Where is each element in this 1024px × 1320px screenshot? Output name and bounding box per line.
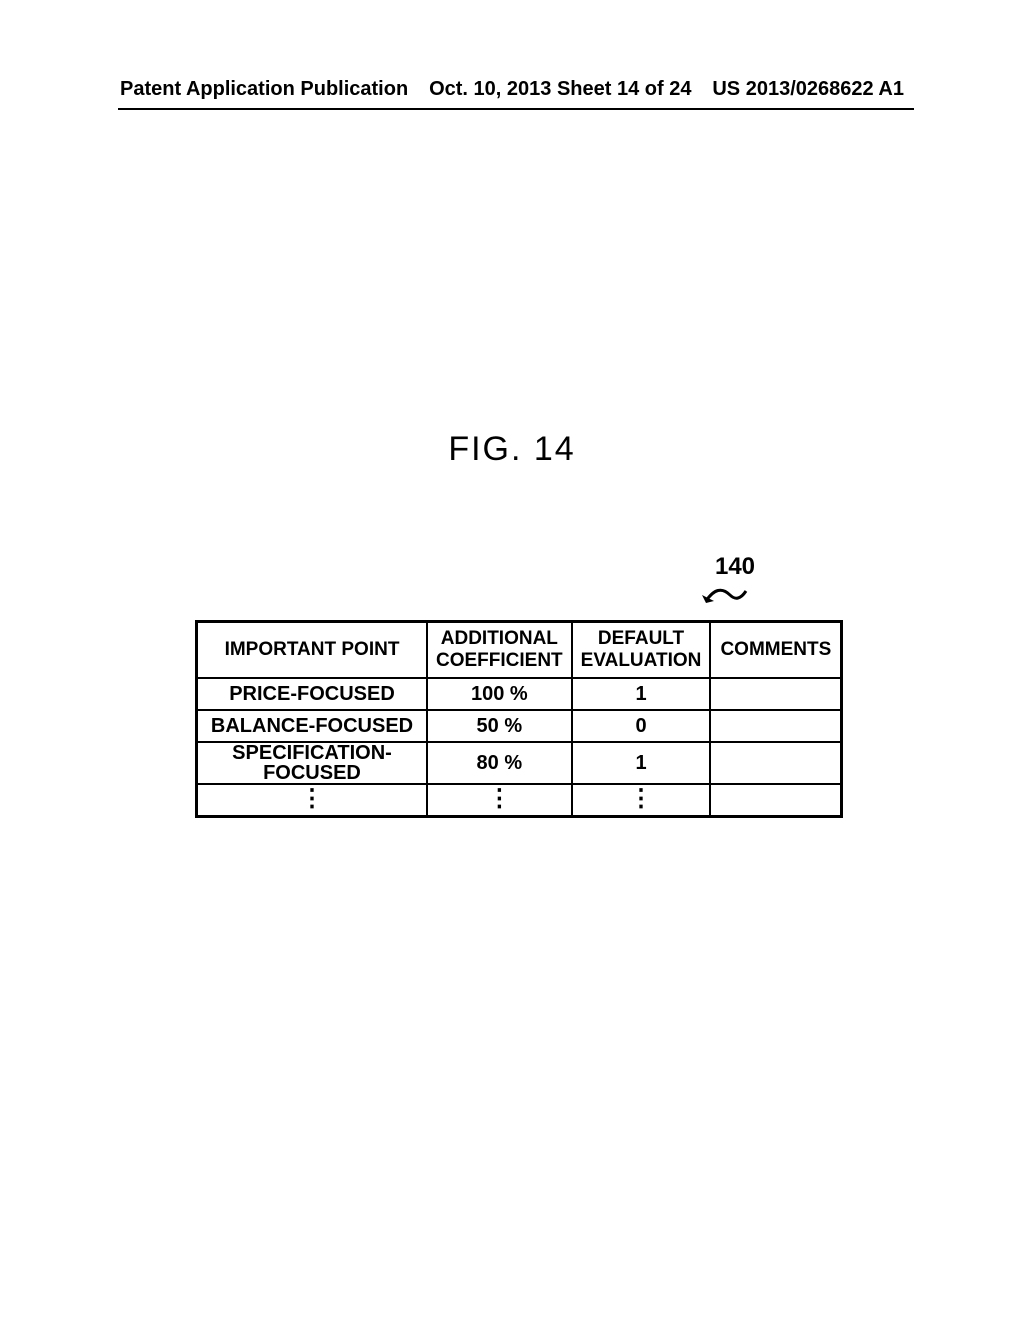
reference-number: 140 — [700, 555, 770, 579]
header-center: Oct. 10, 2013 Sheet 14 of 24 — [429, 78, 691, 101]
cell-additional-coefficient: 50 % — [427, 710, 572, 742]
table-row: SPECIFICATION-FOCUSED 80 % 1 — [197, 742, 842, 784]
cell-additional-coefficient: 80 % — [427, 742, 572, 784]
cell-ellipsis: ⋮ — [572, 784, 711, 817]
table-header-row: IMPORTANT POINT ADDITIONALCOEFFICIENT DE… — [197, 622, 842, 679]
table-row: PRICE-FOCUSED 100 % 1 — [197, 678, 842, 710]
page-header: Patent Application Publication Oct. 10, … — [0, 78, 1024, 101]
data-table-wrap: IMPORTANT POINT ADDITIONALCOEFFICIENT DE… — [195, 620, 843, 818]
cell-comments — [710, 710, 842, 742]
col-header-default-evaluation: DEFAULTEVALUATION — [572, 622, 711, 679]
reference-numeral: 140 — [700, 555, 770, 607]
cell-important-point: SPECIFICATION-FOCUSED — [197, 742, 428, 784]
header-right: US 2013/0268622 A1 — [712, 78, 904, 101]
cell-ellipsis: ⋮ — [197, 784, 428, 817]
cell-ellipsis: ⋮ — [427, 784, 572, 817]
cell-ellipsis — [710, 784, 842, 817]
cell-important-point: PRICE-FOCUSED — [197, 678, 428, 710]
col-header-additional-coefficient: ADDITIONALCOEFFICIENT — [427, 622, 572, 679]
data-table: IMPORTANT POINT ADDITIONALCOEFFICIENT DE… — [195, 620, 843, 818]
col-header-important-point: IMPORTANT POINT — [197, 622, 428, 679]
table-row-ellipsis: ⋮ ⋮ ⋮ — [197, 784, 842, 817]
reference-arrow-icon — [700, 581, 750, 607]
cell-comments — [710, 678, 842, 710]
cell-default-evaluation: 1 — [572, 678, 711, 710]
table-row: BALANCE-FOCUSED 50 % 0 — [197, 710, 842, 742]
header-rule — [118, 108, 914, 110]
cell-additional-coefficient: 100 % — [427, 678, 572, 710]
cell-important-point: BALANCE-FOCUSED — [197, 710, 428, 742]
figure-title: FIG. 14 — [0, 430, 1024, 469]
cell-default-evaluation: 0 — [572, 710, 711, 742]
cell-default-evaluation: 1 — [572, 742, 711, 784]
header-left: Patent Application Publication — [120, 78, 408, 101]
cell-comments — [710, 742, 842, 784]
col-header-comments: COMMENTS — [710, 622, 842, 679]
